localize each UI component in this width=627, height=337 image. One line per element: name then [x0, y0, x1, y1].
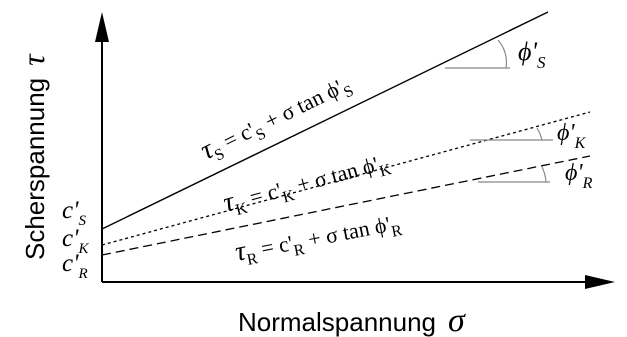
angle-label-S: ϕ'S	[518, 37, 546, 72]
line-S	[101, 11, 549, 230]
angle-arc-S	[497, 39, 508, 69]
x-axis-title: Normalspannung σ	[238, 302, 466, 337]
angle-label-R: ϕ'R	[565, 160, 593, 192]
x-axis-arrow	[585, 275, 615, 289]
angle-arc-K	[536, 127, 543, 141]
intercept-label-S: c'S	[62, 197, 86, 229]
angle-label-K: ϕ'K	[557, 120, 587, 152]
line-R	[101, 155, 591, 256]
y-axis-title: Scherspannungτ	[15, 53, 51, 260]
equation-S: τS = c'S + σ tan ϕ'S	[195, 67, 356, 169]
intercept-label-R: c'R	[62, 250, 88, 282]
equation-R: τR = c'R + σ tan ϕ'R	[232, 205, 404, 270]
angle-arc-R	[541, 166, 547, 183]
intercept-label-K: c'K	[62, 225, 89, 257]
y-axis-arrow	[95, 12, 109, 42]
equation-K: τK = c'K + σ tan ϕ'K	[220, 145, 394, 222]
line-K	[101, 111, 591, 246]
